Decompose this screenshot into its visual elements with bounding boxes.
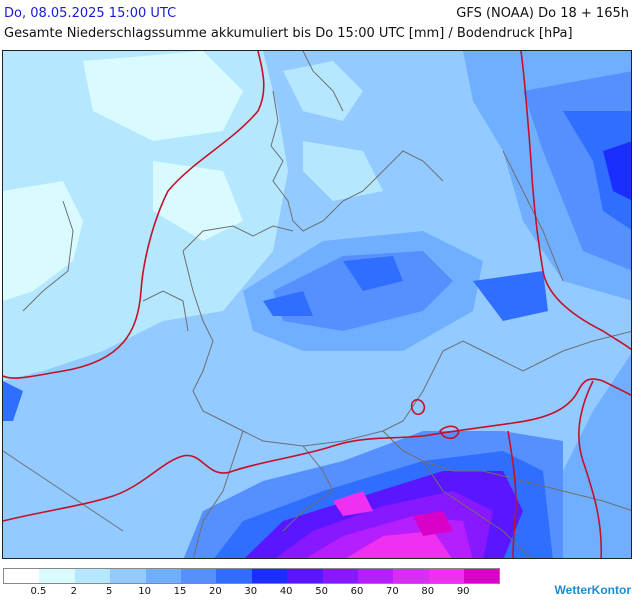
valid-time-label: Do, 08.05.2025 15:00 UTC (4, 6, 177, 21)
legend-label: 30 (244, 586, 258, 597)
model-run-label: GFS (NOAA) Do 18 + 165h (456, 6, 629, 21)
legend-label: 70 (386, 586, 399, 597)
legend-swatch (428, 569, 465, 583)
legend-swatch (110, 569, 146, 583)
legend-swatch (4, 569, 40, 583)
legend-label: 0.5 (30, 586, 47, 597)
legend-swatch (216, 569, 252, 583)
legend-colorbar (3, 568, 501, 584)
precipitation-map-svg (3, 51, 631, 558)
legend-label: 50 (315, 586, 328, 597)
precipitation-map (2, 50, 632, 559)
legend-label: 2 (70, 586, 77, 597)
legend-swatch (287, 569, 323, 583)
legend-swatch (322, 569, 358, 583)
legend-label: 20 (209, 586, 222, 597)
legend-labels: 0.5 2 5 10 15 20 30 40 50 60 70 80 90 (3, 586, 503, 598)
legend-swatch (39, 569, 75, 583)
wetterkontor-logo: WetterKontor (554, 583, 631, 597)
legend-label: 10 (138, 586, 151, 597)
legend-swatch (464, 569, 500, 583)
legend-label: 80 (421, 586, 435, 597)
legend-swatch (145, 569, 181, 583)
legend-label: 5 (106, 586, 113, 597)
legend-swatch (357, 569, 394, 583)
legend-label: 90 (456, 586, 470, 597)
legend-label: 15 (173, 586, 187, 597)
header-line: Do, 08.05.2025 15:00 UTC GFS (NOAA) Do 1… (4, 6, 629, 24)
legend-swatch (251, 569, 288, 583)
legend-label: 60 (350, 586, 364, 597)
map-subtitle: Gesamte Niederschlagssumme akkumuliert b… (4, 26, 573, 41)
isobars (3, 51, 631, 558)
precip-field (3, 51, 631, 558)
legend-swatch (393, 569, 429, 583)
legend-label: 40 (279, 586, 293, 597)
legend-swatch (180, 569, 217, 583)
legend-swatch (74, 569, 111, 583)
